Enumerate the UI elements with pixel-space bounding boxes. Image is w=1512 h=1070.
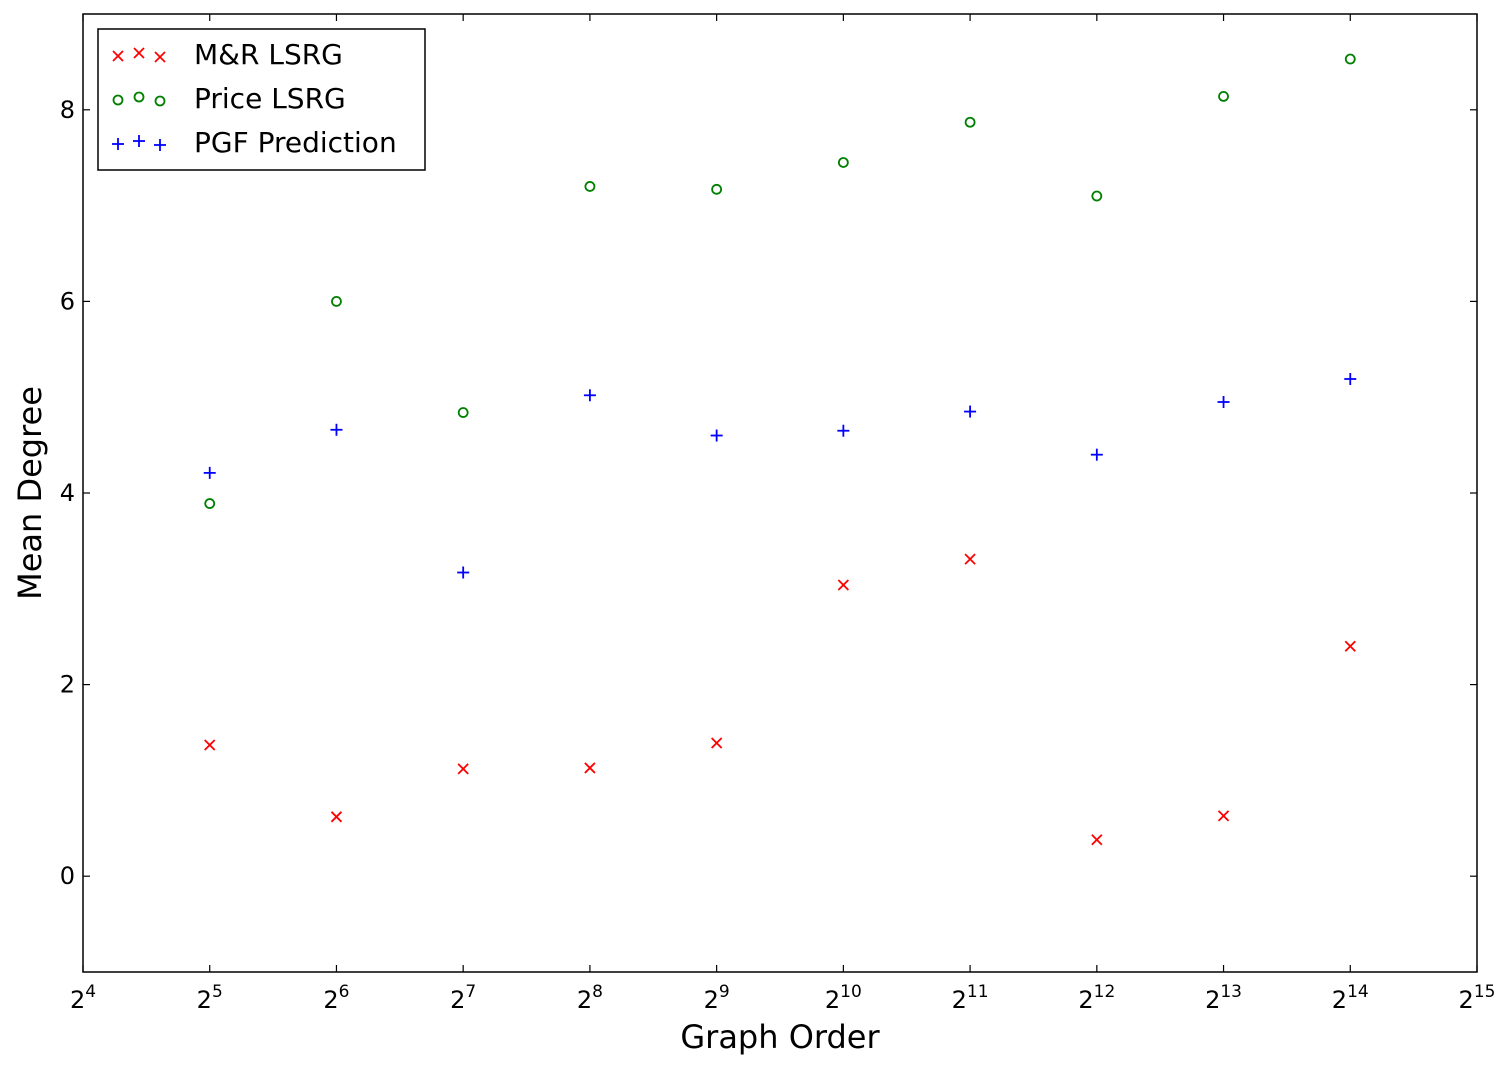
x-tick-label: 213 (1205, 982, 1242, 1014)
legend-marker-series-0 (154, 51, 166, 63)
data-point-series-2 (710, 429, 723, 442)
data-point-series-0 (1091, 834, 1103, 846)
x-tick-label: 24 (70, 982, 96, 1014)
x-tick-label: 210 (825, 982, 862, 1014)
legend-marker-series-1 (133, 91, 145, 103)
x-tick-label: 28 (577, 982, 603, 1014)
data-point-series-2 (1217, 395, 1230, 408)
data-point-series-1 (584, 181, 596, 192)
y-tick-label: 4 (60, 479, 75, 507)
x-axis-label: Graph Order (680, 1018, 880, 1056)
y-axis-label: Mean Degree (11, 386, 49, 600)
x-tick-label: 29 (704, 982, 730, 1014)
data-point-series-0 (1344, 640, 1356, 652)
data-point-series-1 (1218, 90, 1229, 102)
legend-marker-series-2 (154, 139, 166, 151)
x-tick-label: 214 (1332, 982, 1369, 1014)
data-point-series-2 (837, 424, 850, 437)
legend-box (97, 28, 426, 171)
legend-marker-series-1 (112, 94, 124, 106)
y-tick-label: 2 (60, 671, 75, 699)
x-tick-label: 211 (952, 982, 989, 1014)
x-tick-label: 27 (450, 982, 476, 1014)
data-point-series-0 (204, 739, 216, 751)
legend-label-mr-lsrg: M&R LSRG (194, 38, 343, 71)
legend-marker-series-1 (154, 95, 166, 107)
data-point-series-2 (203, 466, 216, 479)
x-tick-label: 215 (1459, 982, 1496, 1014)
data-point-series-1 (711, 183, 723, 195)
legend-marker-series-0 (133, 47, 145, 59)
data-point-series-0 (837, 579, 850, 591)
y-tick-label: 8 (60, 96, 75, 124)
legend-marker-series-0 (112, 50, 124, 62)
data-point-series-2 (1090, 448, 1103, 461)
legend-markers (112, 47, 166, 151)
data-point-series-0 (584, 762, 596, 774)
legend-label-pgf-prediction: PGF Prediction (194, 126, 397, 159)
legend-marker-series-2 (133, 135, 145, 147)
x-tick-label: 212 (1078, 982, 1115, 1014)
legend-marker-series-2 (112, 138, 124, 150)
data-point-series-1 (204, 498, 216, 509)
data-point-series-1 (1344, 53, 1356, 65)
data-point-series-2 (457, 566, 470, 579)
legend-label-price-lsrg: Price LSRG (194, 82, 346, 115)
data-point-series-1 (1091, 190, 1103, 202)
y-tick-label: 0 (60, 862, 75, 890)
data-point-series-2 (330, 423, 343, 436)
x-tick-label: 26 (323, 982, 349, 1014)
data-point-series-1 (331, 295, 342, 307)
data-point-series-2 (1344, 372, 1357, 385)
data-point-series-1 (964, 116, 976, 128)
data-point-series-2 (964, 405, 977, 418)
x-tick-label: 25 (197, 982, 223, 1014)
data-point-series-1 (457, 407, 469, 418)
legend: M&R LSRG Price LSRG PGF Prediction (97, 28, 426, 171)
data-point-series-0 (710, 737, 723, 749)
data-point-series-0 (964, 553, 976, 565)
y-tick-label: 6 (60, 287, 75, 315)
data-point-series-0 (457, 763, 469, 775)
data-point-series-0 (1217, 810, 1230, 822)
data-point-series-1 (837, 157, 849, 168)
data-point-series-0 (330, 811, 343, 823)
data-points (203, 53, 1357, 846)
data-point-series-2 (583, 389, 596, 402)
